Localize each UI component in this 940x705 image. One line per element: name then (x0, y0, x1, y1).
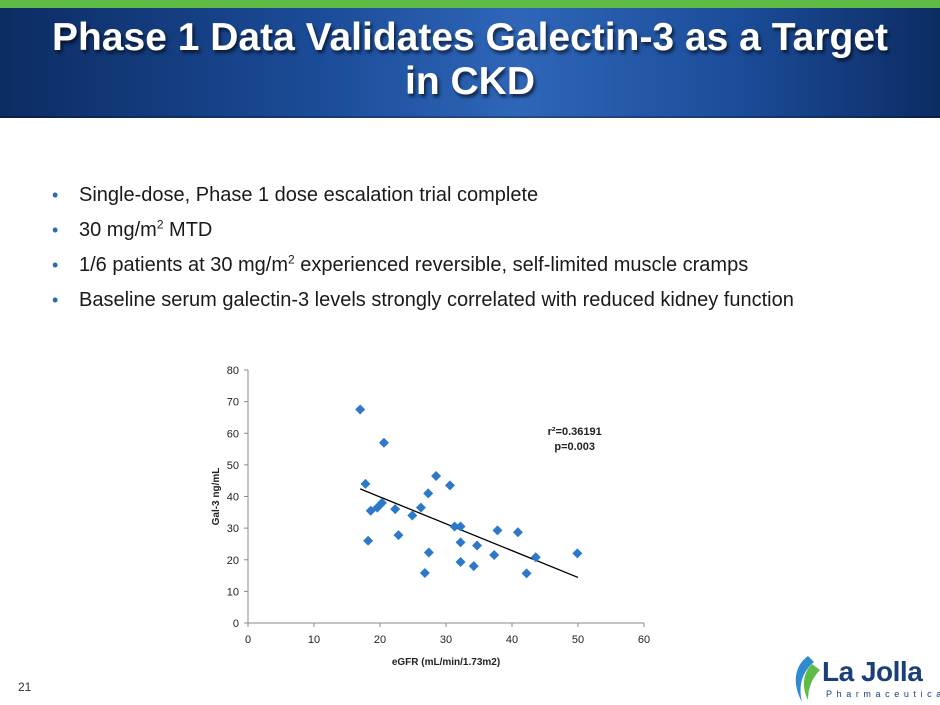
bullet-text-tail: MTD (163, 219, 213, 241)
data-point (492, 525, 503, 536)
logo-tagline: Pharmaceutical (826, 689, 940, 699)
data-point (415, 502, 426, 513)
data-point (378, 437, 389, 448)
title-banner: Phase 1 Data Validates Galectin-3 as a T… (0, 8, 940, 118)
x-tick-label: 30 (440, 634, 452, 646)
trendline (359, 488, 579, 579)
data-point (390, 504, 401, 515)
x-tick-label: 40 (506, 634, 518, 646)
bullet-dot-icon: • (52, 220, 59, 240)
x-axis-label: eGFR (mL/min/1.73m2) (392, 657, 500, 668)
data-point (431, 470, 442, 481)
bullet-item: • 30 mg/m2 MTD (46, 217, 926, 243)
x-tick-label: 0 (245, 634, 251, 646)
superscript: 2 (288, 252, 295, 267)
stats-annotation: r²=0.36191 (548, 426, 602, 438)
y-tick-label: 0 (233, 618, 239, 630)
y-tick-label: 30 (227, 523, 239, 535)
x-tick-label: 20 (374, 634, 386, 646)
scatter-chart: 0 10 20 30 40 50 60 70 80 0 10 20 30 40 50 60 eGFR (mL/m… (211, 365, 650, 668)
data-point (455, 537, 466, 548)
company-logo: La Jolla Pharmaceutical (786, 652, 940, 705)
y-tick-label: 80 (227, 365, 239, 377)
bullet-text: 1/6 patients at 30 mg/m (79, 254, 289, 276)
top-accent-stripe (0, 0, 940, 8)
data-point (449, 521, 460, 532)
data-point (360, 478, 371, 489)
data-point (376, 497, 387, 508)
y-axis-label: Gal-3 ng/mL (211, 468, 222, 526)
data-point (419, 568, 430, 579)
logo-wordmark: La Jolla (822, 656, 923, 687)
data-point (444, 480, 455, 491)
bullet-dot-icon: • (52, 185, 59, 205)
data-point (355, 404, 366, 415)
stats-annotation: p=0.003 (554, 441, 595, 453)
data-point (393, 530, 404, 541)
bullet-dot-icon: • (52, 290, 59, 310)
y-tick-label: 70 (227, 397, 239, 409)
y-tick-label: 60 (227, 428, 239, 440)
bullet-text: 30 mg/m (79, 219, 157, 241)
data-point (512, 527, 523, 538)
bullet-item: • Baseline serum galectin-3 levels strong… (46, 287, 926, 313)
x-tick-label: 50 (572, 634, 584, 646)
bullet-list: • Single-dose, Phase 1 dose escalation tr… (46, 182, 926, 322)
data-point (530, 552, 541, 563)
slide-title: Phase 1 Data Validates Galectin-3 as a T… (51, 16, 888, 103)
superscript: 2 (156, 217, 164, 232)
data-point (455, 521, 466, 532)
y-tick-label: 50 (227, 460, 239, 472)
bullet-dot-icon: • (52, 255, 59, 275)
slide-number: 21 (18, 680, 32, 694)
data-point (521, 568, 532, 579)
bullet-text: Single-dose, Phase 1 dose escalation tri… (79, 184, 539, 206)
x-tick-label: 10 (308, 634, 320, 646)
data-point (363, 535, 374, 546)
data-point (572, 548, 583, 559)
y-tick-label: 40 (227, 492, 239, 504)
bullet-item: • Single-dose, Phase 1 dose escalation tr… (46, 182, 926, 208)
x-tick-label: 60 (638, 634, 650, 646)
y-tick-label: 10 (227, 586, 239, 598)
bullet-text-tail: experienced reversible, self-limited mus… (294, 254, 749, 276)
bullet-item: • 1/6 patients at 30 mg/m2 experienced re… (46, 252, 926, 278)
y-tick-label: 20 (227, 555, 239, 567)
data-point (472, 540, 483, 551)
data-point (423, 547, 434, 558)
data-point (455, 556, 466, 567)
data-point (423, 488, 434, 499)
logo-swoosh-icon (795, 656, 820, 702)
data-point (489, 550, 500, 561)
bullet-text: Baseline serum galectin-3 levels strongl… (79, 289, 794, 311)
data-point (468, 561, 479, 572)
